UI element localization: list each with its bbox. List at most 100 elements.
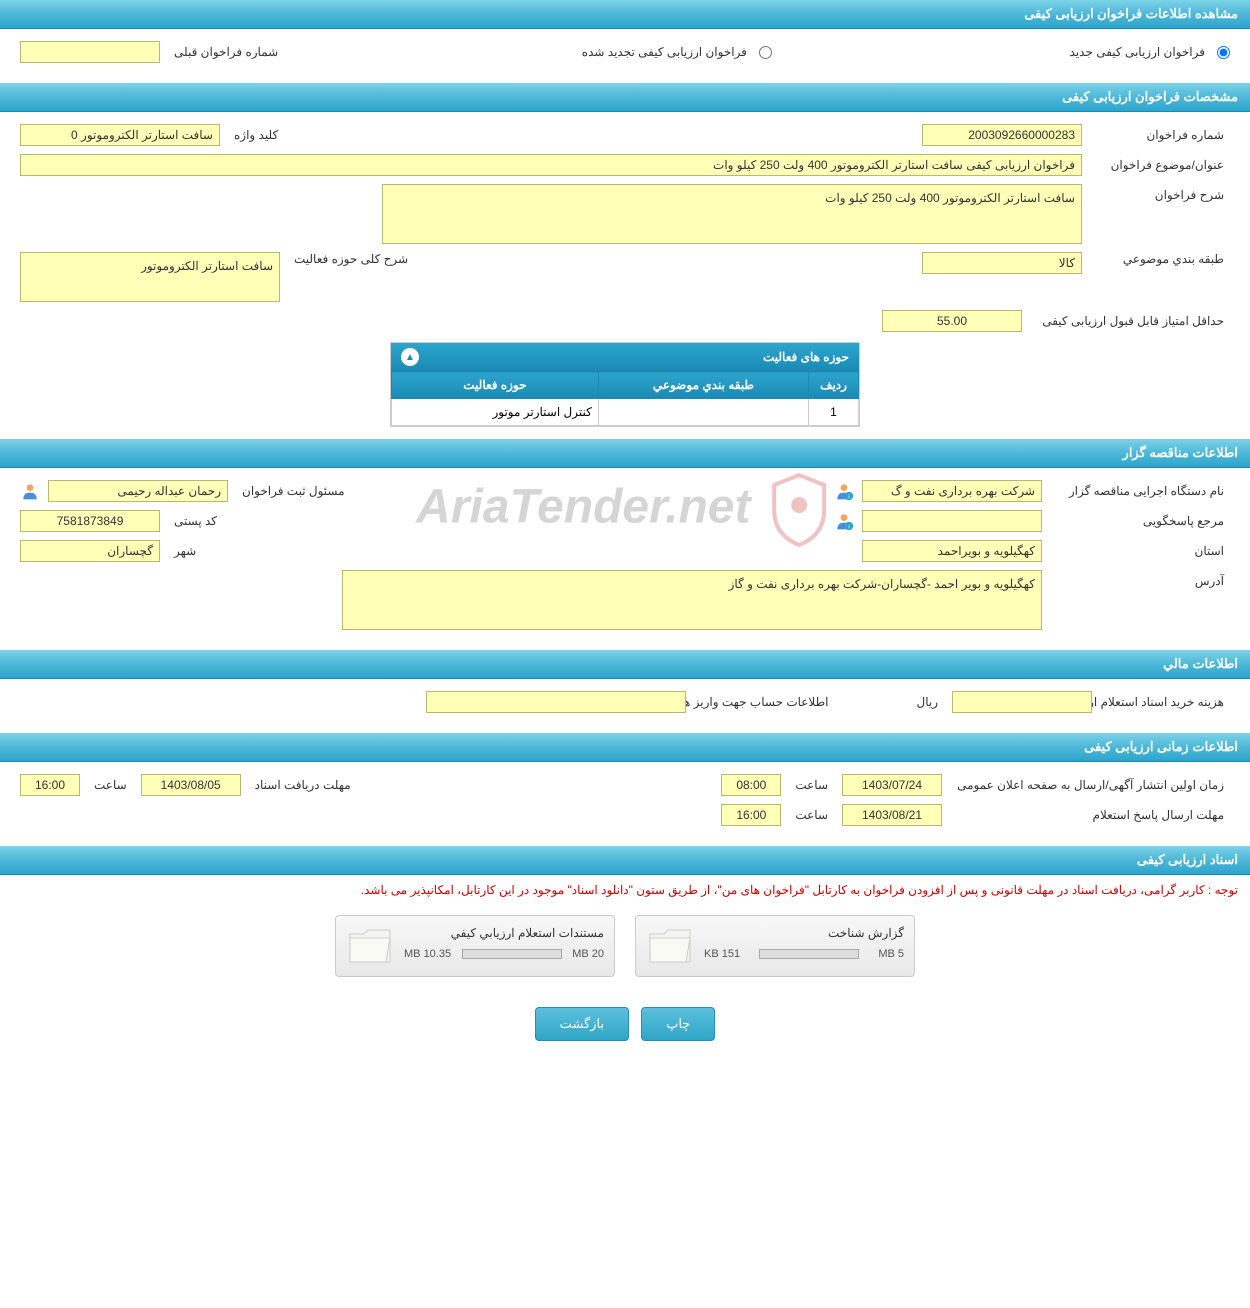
print-button[interactable]: چاپ — [641, 1007, 715, 1041]
respondent-label: مرجع پاسخگویی — [1050, 514, 1230, 528]
category-label: طبقه بندي موضوعي — [1090, 252, 1230, 266]
doc-title: مستندات استعلام ارزيابي کيفي — [404, 926, 604, 940]
account-label: اطلاعات حساب جهت واریز هزینه خرید اسناد — [694, 695, 834, 709]
svg-text:i: i — [848, 525, 849, 531]
doc-title: گزارش شناخت — [704, 926, 904, 940]
category-field: کالا — [922, 252, 1082, 274]
receive-date-field: 1403/08/05 — [141, 774, 241, 796]
subject-label: عنوان/موضوع فراخوان — [1090, 158, 1230, 172]
activity-desc-label: شرح کلی حوزه فعالیت — [288, 252, 414, 266]
doc-card[interactable]: مستندات استعلام ارزيابي کيفي 20 MB 10.35… — [335, 915, 615, 977]
folder-icon — [646, 926, 694, 966]
receive-time-field: 16:00 — [20, 774, 80, 796]
financial-body: هزینه خرید اسناد استعلام ارزیابی کیفی ری… — [0, 679, 1250, 733]
postal-label: کد پستی — [168, 514, 223, 528]
doc-card[interactable]: گزارش شناخت 5 MB 151 KB — [635, 915, 915, 977]
response-time-field: 16:00 — [721, 804, 781, 826]
radio-renewed[interactable]: فراخوان ارزیابی کیفی تجدید شده — [576, 45, 772, 59]
purchase-cost-field — [952, 691, 1092, 713]
activities-table: ردیف طبقه بندي موضوعي حوزه فعالیت 1 کنتر… — [391, 371, 859, 426]
back-button[interactable]: بازگشت — [535, 1007, 629, 1041]
doc-progress — [462, 949, 562, 959]
col-category: طبقه بندي موضوعي — [598, 372, 808, 399]
desc-field: سافت استارتر الکتروموتور 400 ولت 250 کیل… — [382, 184, 1082, 244]
timing-header: اطلاعات زمانی ارزیابی کیفی — [0, 733, 1250, 762]
financial-header: اطلاعات مالي — [0, 650, 1250, 679]
col-row-num: ردیف — [809, 372, 859, 399]
keyword-field: سافت استارتر الکتروموتور 0 — [20, 124, 220, 146]
tenderer-body: نام دستگاه اجرایی مناقصه گزار شرکت بهره … — [0, 468, 1250, 650]
publish-time-label: ساعت — [789, 778, 834, 792]
page-title: مشاهده اطلاعات فراخوان ارزیابی کیفی — [1024, 6, 1238, 21]
cell-category — [598, 399, 808, 426]
timing-title: اطلاعات زمانی ارزیابی کیفی — [1084, 739, 1238, 754]
postal-field: 7581873849 — [20, 510, 160, 532]
publish-label: زمان اولین انتشار آگهی/ارسال به صفحه اعل… — [950, 778, 1230, 792]
collapse-icon[interactable]: ▲ — [401, 348, 419, 366]
respondent-field — [862, 510, 1042, 532]
user-icon[interactable] — [20, 481, 40, 501]
radio-renewed-label: فراخوان ارزیابی کیفی تجدید شده — [576, 45, 753, 59]
activities-table-title: حوزه های فعالیت — [763, 350, 849, 364]
col-activity: حوزه فعالیت — [392, 372, 599, 399]
registrar-label: مسئول ثبت فراخوان — [236, 484, 351, 498]
response-time-label: ساعت — [789, 808, 834, 822]
province-label: استان — [1050, 544, 1230, 558]
doc-progress — [759, 949, 859, 959]
response-date-field: 1403/08/21 — [842, 804, 942, 826]
doc-size-total: 20 MB — [572, 948, 604, 960]
spec-title: مشخصات فراخوان ارزیابی کیفی — [1062, 89, 1238, 104]
doc-size-used: 10.35 MB — [404, 948, 451, 960]
user-info-icon-2[interactable]: i — [834, 511, 854, 531]
table-header-row: ردیف طبقه بندي موضوعي حوزه فعالیت — [392, 372, 859, 399]
page-title-bar: مشاهده اطلاعات فراخوان ارزیابی کیفی — [0, 0, 1250, 29]
registrar-field: رحمان عبداله رحیمی — [48, 480, 228, 502]
province-field: کهگیلویه و بویراحمد — [862, 540, 1042, 562]
doc-size-total: 5 MB — [878, 948, 904, 960]
receive-label: مهلت دریافت اسناد — [249, 778, 357, 792]
desc-label: شرح فراخوان — [1090, 184, 1230, 202]
prev-number-label: شماره فراخوان قبلی — [168, 45, 284, 59]
activity-desc-field: سافت استارتر الکتروموتور — [20, 252, 280, 302]
docs-title: اسناد ارزیابی کیفی — [1137, 852, 1238, 867]
purchase-cost-label: هزینه خرید اسناد استعلام ارزیابی کیفی — [1100, 695, 1230, 709]
address-field: کهگیلویه و بویر احمد -گچساران-شرکت بهره … — [342, 570, 1042, 630]
docs-row: گزارش شناخت 5 MB 151 KB مستندات استعلام … — [0, 905, 1250, 987]
address-label: آدرس — [1050, 570, 1230, 588]
min-score-field: 55.00 — [882, 310, 1022, 332]
radio-new-input[interactable] — [1217, 46, 1230, 59]
publish-date-field: 1403/07/24 — [842, 774, 942, 796]
call-number-field: 2003092660000283 — [922, 124, 1082, 146]
spec-body: شماره فراخوان 2003092660000283 کلید واژه… — [0, 112, 1250, 439]
buttons-row: چاپ بازگشت — [0, 987, 1250, 1061]
account-field — [426, 691, 686, 713]
radio-new-label: فراخوان ارزیابی کیفی جدید — [1064, 45, 1211, 59]
tenderer-title: اطلاعات مناقصه گزار — [1123, 445, 1238, 460]
tenderer-header: اطلاعات مناقصه گزار — [0, 439, 1250, 468]
doc-size-used: 151 KB — [704, 948, 740, 960]
min-score-label: حداقل امتیاز قابل قبول ارزیابی کیفی — [1030, 314, 1230, 328]
call-number-label: شماره فراخوان — [1090, 128, 1230, 142]
user-info-icon[interactable]: i — [834, 481, 854, 501]
timing-body: زمان اولین انتشار آگهی/ارسال به صفحه اعل… — [0, 762, 1250, 846]
prev-number-field[interactable] — [20, 41, 160, 63]
activities-table-title-bar: حوزه های فعالیت ▲ — [391, 343, 859, 371]
radio-new[interactable]: فراخوان ارزیابی کیفی جدید — [1064, 45, 1230, 59]
org-label: نام دستگاه اجرایی مناقصه گزار — [1050, 484, 1230, 498]
svg-text:i: i — [848, 495, 849, 501]
activities-table-wrap: حوزه های فعالیت ▲ ردیف طبقه بندي موضوعي … — [390, 342, 860, 427]
city-field: گچساران — [20, 540, 160, 562]
top-options-section: فراخوان ارزیابی کیفی جدید فراخوان ارزیاب… — [0, 29, 1250, 83]
radio-renewed-input[interactable] — [759, 46, 772, 59]
response-label: مهلت ارسال پاسخ استعلام — [950, 808, 1230, 822]
financial-title: اطلاعات مالي — [1163, 656, 1238, 671]
cell-activity: کنترل استارتر موتور — [392, 399, 599, 426]
cell-row-num: 1 — [809, 399, 859, 426]
spec-header: مشخصات فراخوان ارزیابی کیفی — [0, 83, 1250, 112]
currency-label: ریال — [910, 695, 944, 709]
docs-header: اسناد ارزیابی کیفی — [0, 846, 1250, 875]
org-field: شرکت بهره برداری نفت و گ — [862, 480, 1042, 502]
city-label: شهر — [168, 544, 202, 558]
publish-time-field: 08:00 — [721, 774, 781, 796]
folder-icon — [346, 926, 394, 966]
